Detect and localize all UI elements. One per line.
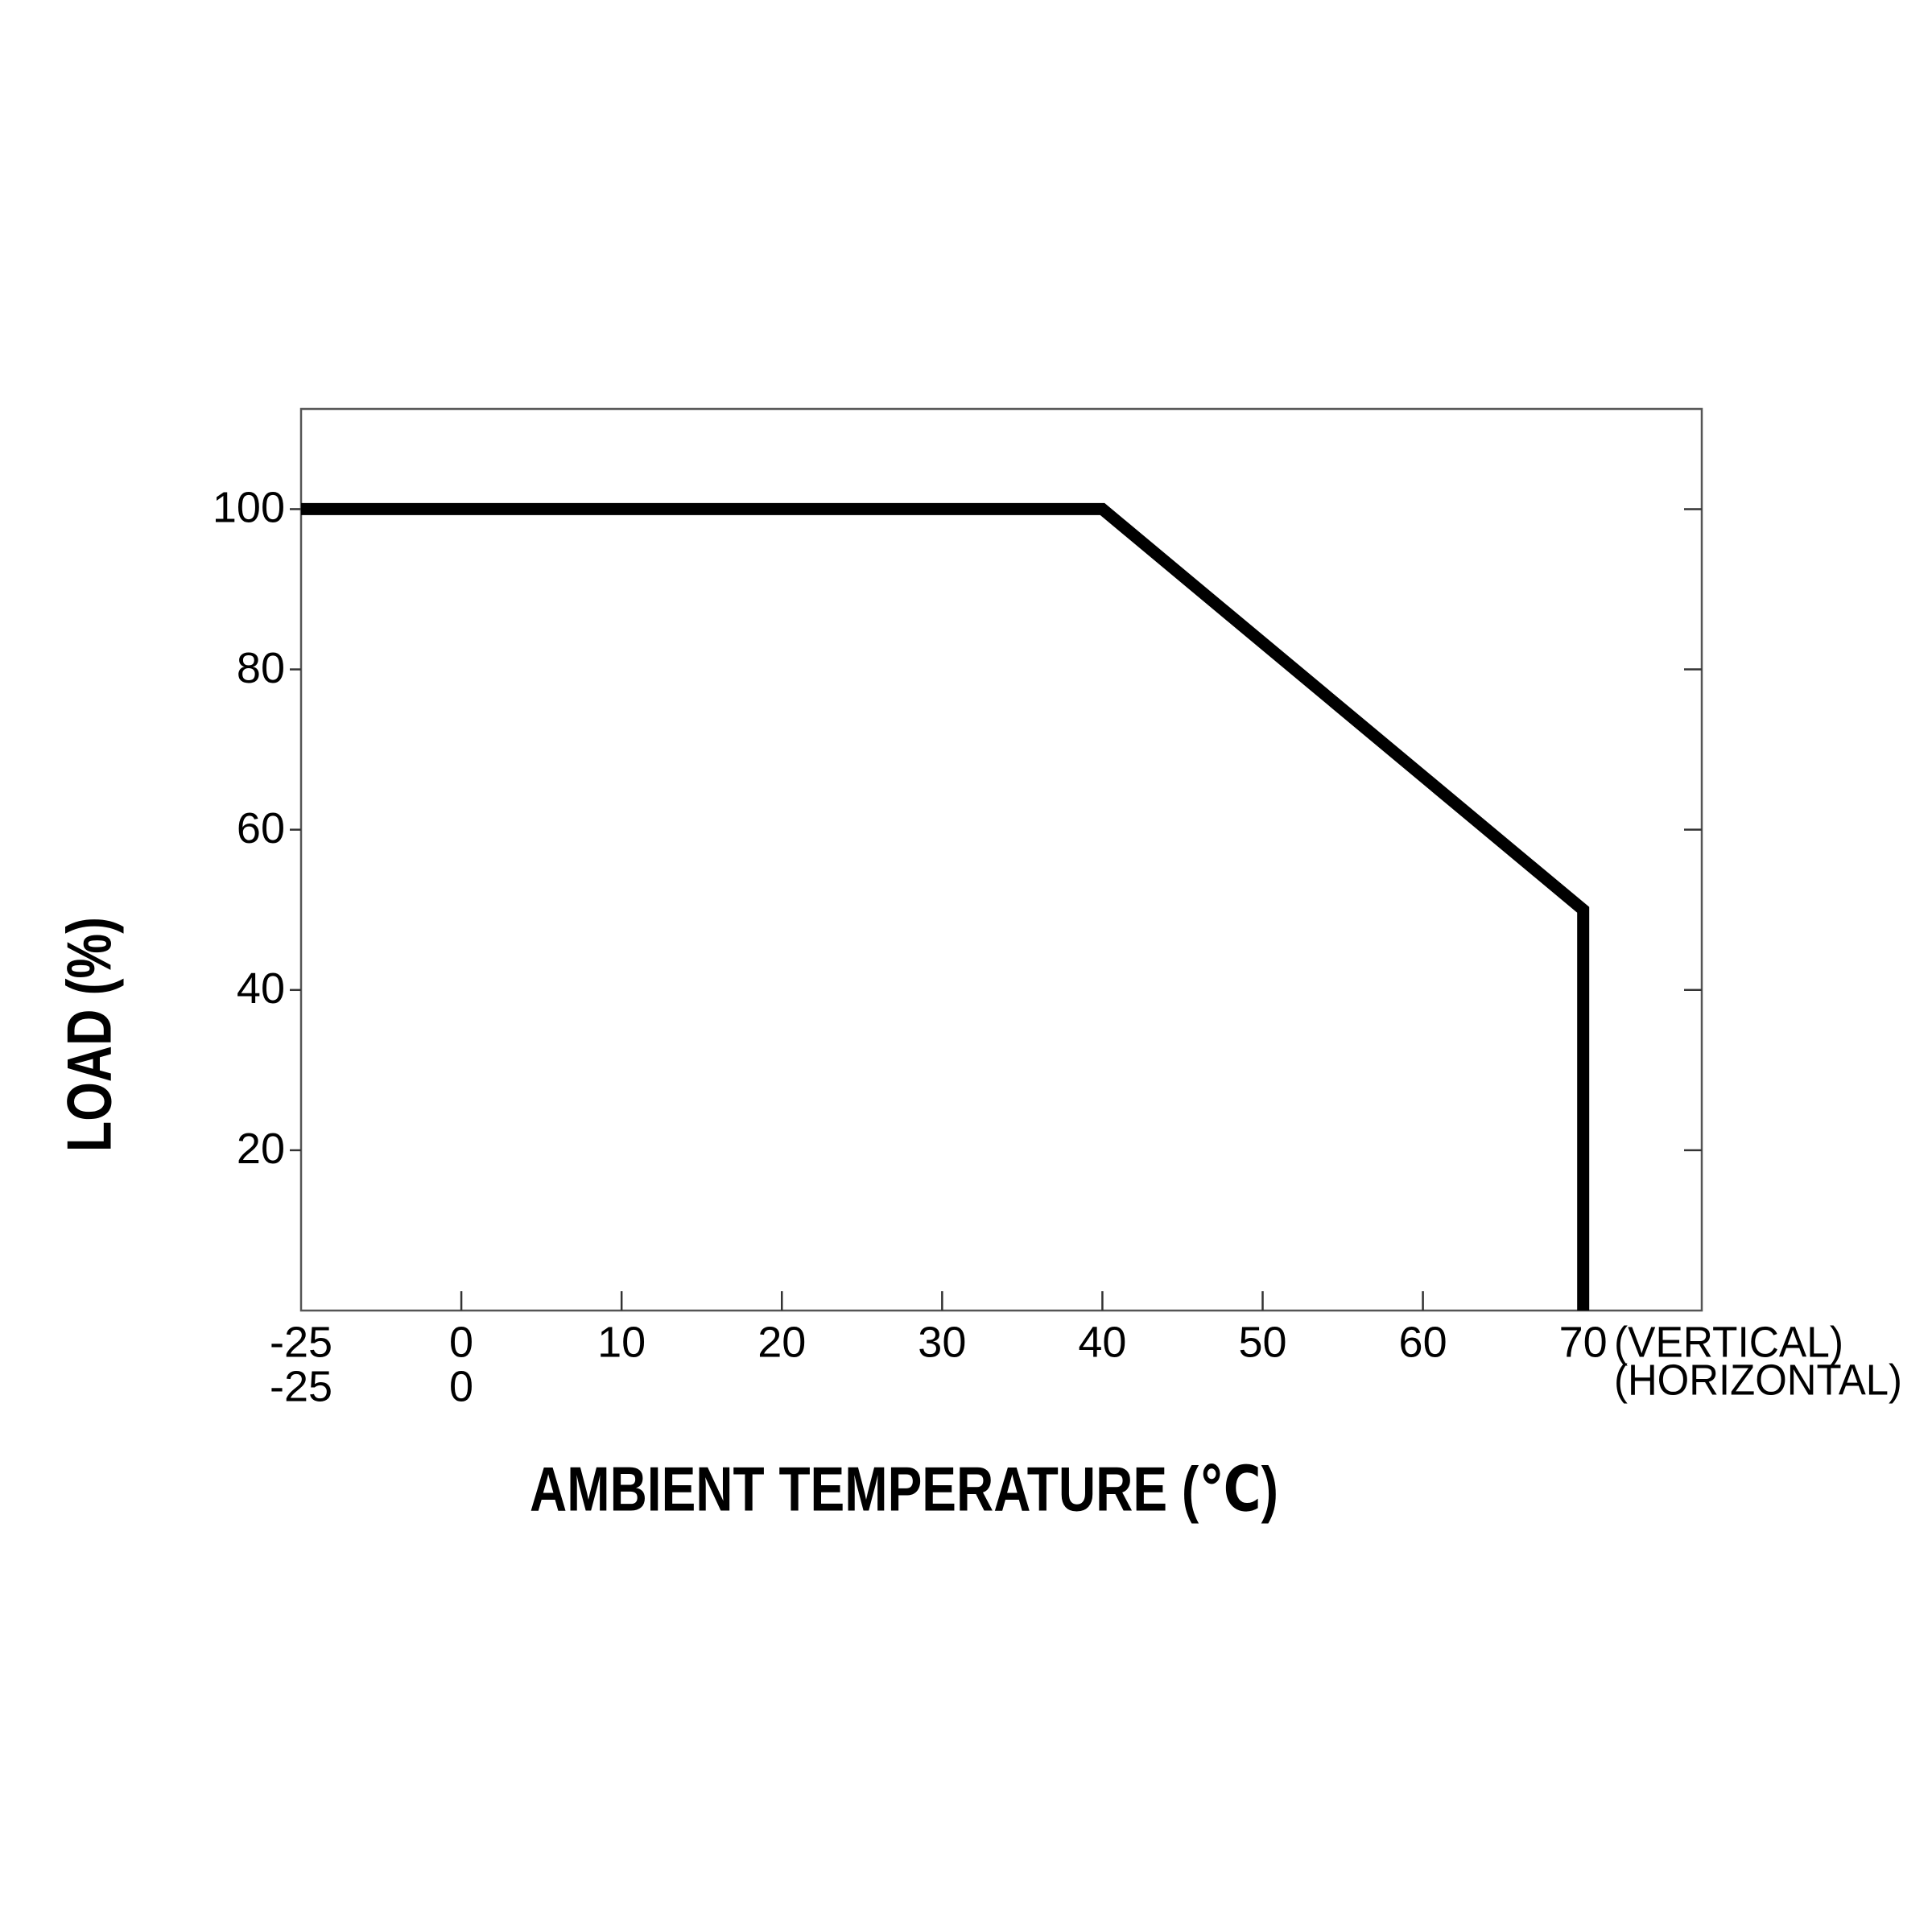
x-tick-label: -25	[270, 1318, 332, 1366]
derating-line	[301, 502, 1590, 1311]
x-tick-label: 40	[1078, 1318, 1126, 1366]
x-tick-label-horizontal: 0	[449, 1362, 473, 1410]
x-row-label: (HORIZONTAL)	[1614, 1356, 1902, 1404]
x-axis-title: AMBIENT TEMPERATURE (℃)	[530, 1454, 1278, 1525]
x-tick-label: 20	[758, 1318, 806, 1366]
y-tick-label: 40	[237, 964, 285, 1013]
x-row-label: (VERTICAL)	[1614, 1318, 1843, 1366]
y-tick-label: 100	[213, 484, 285, 532]
x-tick-label: 50	[1238, 1318, 1286, 1366]
plot-frame	[299, 407, 1703, 1312]
x-tick-label: 30	[918, 1318, 966, 1366]
x-tick-label-horizontal: -25	[270, 1362, 332, 1410]
y-tick-label: 80	[237, 644, 285, 692]
x-tick-label: 60	[1399, 1318, 1447, 1366]
x-tick-label: 10	[597, 1318, 646, 1366]
y-tick-label: 60	[237, 804, 285, 852]
y-tick-label: 20	[237, 1125, 285, 1173]
x-tick-label: 70	[1559, 1318, 1608, 1366]
y-axis-title: LOAD (%)	[54, 917, 125, 1152]
x-tick-label: 0	[449, 1318, 473, 1366]
